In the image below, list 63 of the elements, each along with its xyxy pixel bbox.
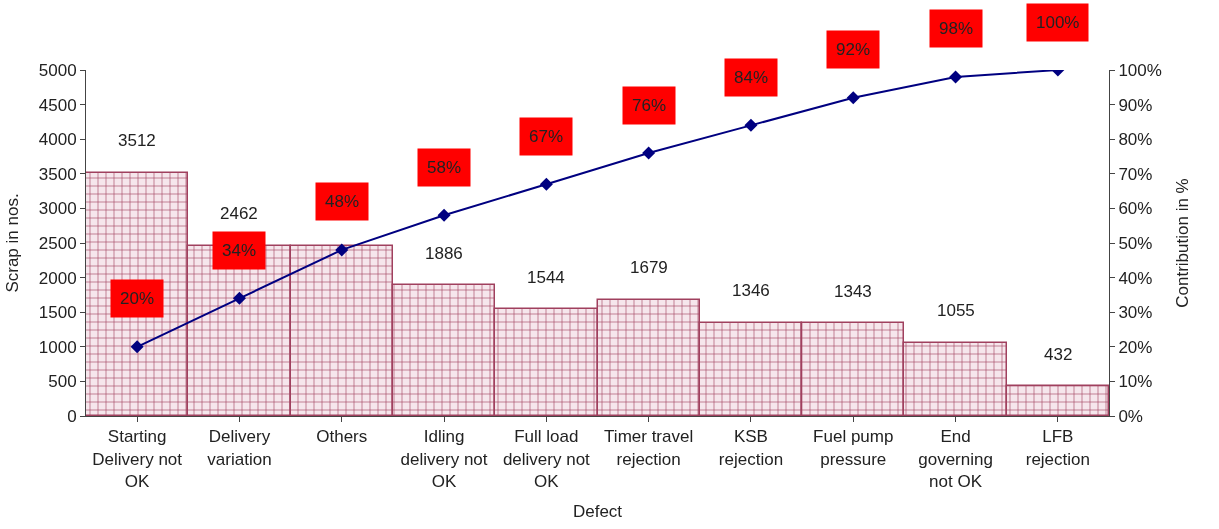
data-label: 98%	[939, 19, 974, 38]
data-label: 1055	[937, 301, 975, 320]
point	[744, 118, 758, 132]
y-tick-label: 1500	[38, 303, 77, 323]
data-label: 76%	[632, 96, 667, 115]
data-label: 2462	[220, 204, 258, 223]
y-tick-label: 2500	[38, 233, 77, 253]
x-axis-title: Defect	[572, 502, 623, 521]
point	[130, 340, 144, 354]
y2-tick-label: 100%	[1118, 60, 1162, 80]
data-label: 1679	[630, 258, 668, 277]
y-tick-label: 5000	[38, 60, 77, 80]
x-tick-label: End governing not OK	[918, 427, 993, 491]
y2-tick-label: 10%	[1118, 372, 1153, 392]
x-tick-label: KSB rejection	[718, 427, 784, 469]
x-tick-label: Others	[316, 427, 368, 447]
y-tick-label: 3500	[38, 164, 77, 184]
y2-tick-label: 20%	[1118, 337, 1153, 357]
x-tick-label: Fuel pump pressure	[813, 427, 894, 469]
y-tick-label: 1000	[38, 337, 77, 357]
y-tick-label: 2000	[38, 268, 77, 288]
y2-tick-label: 70%	[1118, 164, 1153, 184]
y2-tick-label: 80%	[1118, 130, 1153, 150]
x-tick-label: Starting Delivery not OK	[92, 427, 183, 491]
x-tick-label: Idling delivery not OK	[400, 427, 488, 491]
data-label: 1544	[527, 268, 565, 287]
x-tick-label: Timer travel rejection	[604, 427, 694, 469]
y2-tick-label: 60%	[1118, 199, 1153, 219]
y2-tick-label: 50%	[1118, 233, 1153, 253]
x-tick-label: Full load delivery not OK	[502, 427, 591, 491]
point	[642, 146, 656, 160]
point	[846, 91, 860, 105]
data-label: 1886	[425, 244, 463, 263]
data-label: 432	[1044, 345, 1073, 364]
y-tick-label: 4500	[38, 95, 77, 115]
data-label: 1343	[834, 282, 872, 301]
data-label: 67%	[529, 127, 564, 146]
y2-tick-label: 90%	[1118, 95, 1153, 115]
data-label: 34%	[222, 241, 257, 260]
y2-tick-label: 40%	[1118, 268, 1153, 288]
data-label: 84%	[734, 68, 769, 87]
y-tick-label: 3000	[38, 199, 77, 219]
data-label: 3512	[118, 131, 156, 150]
y2-tick-label: 0%	[1118, 406, 1143, 426]
y2-tick-label: 30%	[1118, 303, 1153, 323]
y-tick-label: 500	[48, 372, 77, 392]
y-axis-title: Scrap in nos.	[3, 193, 23, 293]
x-tick-label: Delivery variation	[207, 427, 272, 469]
point	[539, 177, 553, 191]
point	[949, 70, 963, 84]
point	[335, 243, 349, 257]
point	[232, 291, 246, 305]
point	[437, 208, 451, 222]
data-label: 1346	[732, 281, 770, 300]
y-tick-label: 4000	[38, 130, 77, 150]
data-label: 48%	[325, 192, 360, 211]
data-label: 92%	[836, 40, 871, 59]
data-label: 58%	[427, 158, 462, 177]
x-tick-label: LFB rejection	[1025, 427, 1090, 469]
y2-axis-title: Contribution in %	[1173, 178, 1193, 308]
data-label: 100%	[1036, 13, 1080, 32]
y-tick-label: 0	[67, 406, 77, 426]
data-label: 20%	[120, 289, 155, 308]
